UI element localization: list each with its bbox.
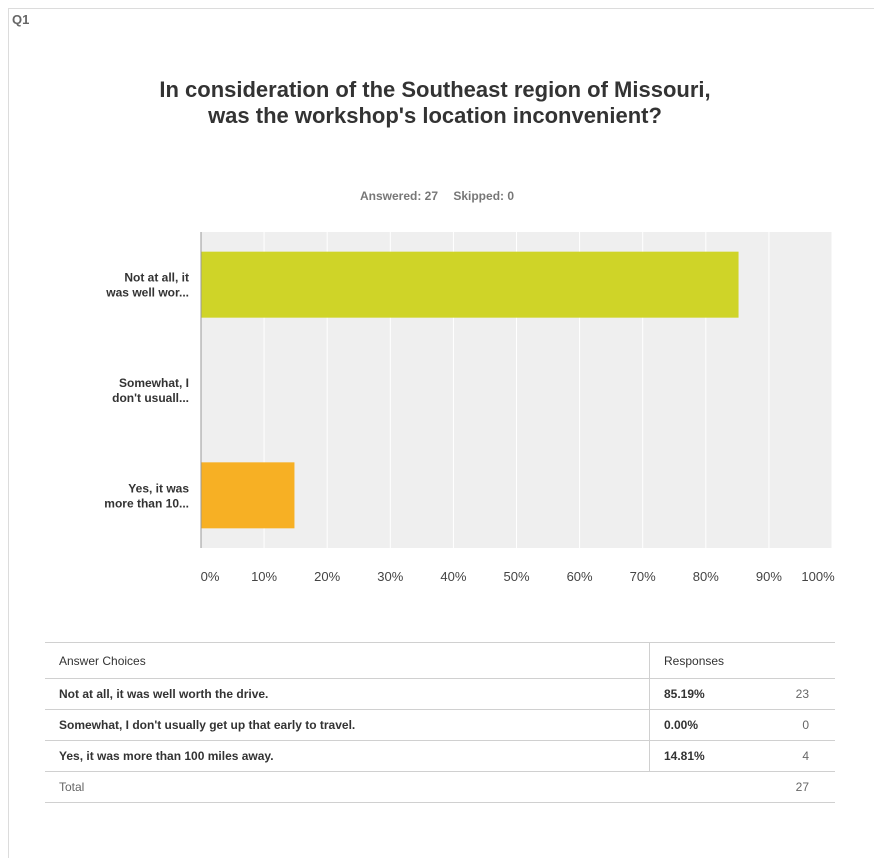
x-tick-label: 90% xyxy=(756,569,782,584)
table-total-row: Total 27 xyxy=(45,771,835,803)
bar xyxy=(201,251,739,318)
header-responses: Responses xyxy=(649,642,835,679)
x-tick-label: 70% xyxy=(630,569,656,584)
row-count: 0 xyxy=(764,709,835,741)
row-answer: Somewhat, I don't usually get up that ea… xyxy=(45,709,650,741)
category-label: was well wor... xyxy=(105,286,189,300)
table-row: Not at all, it was well worth the drive.… xyxy=(45,678,835,710)
table-row: Yes, it was more than 100 miles away. 14… xyxy=(45,740,835,772)
total-count: 27 xyxy=(764,771,835,803)
header-answer-choices: Answer Choices xyxy=(45,642,650,679)
row-count: 4 xyxy=(764,740,835,772)
question-number: Q1 xyxy=(12,12,30,27)
x-tick-label: 60% xyxy=(567,569,593,584)
row-count: 23 xyxy=(764,678,835,710)
row-answer: Yes, it was more than 100 miles away. xyxy=(45,740,650,772)
row-percent: 14.81% xyxy=(649,740,764,772)
category-label: Yes, it was xyxy=(128,481,189,495)
response-stats: Answered: 27 Skipped: 0 xyxy=(0,189,874,203)
x-tick-label: 0% xyxy=(201,569,220,584)
bar xyxy=(201,462,295,529)
table-header-row: Answer Choices Responses xyxy=(45,642,835,679)
row-percent: 85.19% xyxy=(649,678,764,710)
responses-table: Answer Choices Responses Not at all, it … xyxy=(45,642,835,803)
skipped-count: Skipped: 0 xyxy=(453,189,515,203)
x-tick-label: 80% xyxy=(693,569,719,584)
x-tick-label: 10% xyxy=(251,569,277,584)
x-tick-label: 30% xyxy=(377,569,403,584)
category-label: don't usuall... xyxy=(112,391,189,405)
table-row: Somewhat, I don't usually get up that ea… xyxy=(45,709,835,741)
total-label: Total xyxy=(45,771,650,803)
total-spacer xyxy=(649,771,764,803)
x-tick-label: 100% xyxy=(801,569,835,584)
category-label: Somewhat, I xyxy=(119,376,189,390)
row-answer: Not at all, it was well worth the drive. xyxy=(45,678,650,710)
x-tick-label: 40% xyxy=(440,569,466,584)
x-tick-label: 50% xyxy=(503,569,529,584)
answered-count: Answered: 27 xyxy=(359,189,438,203)
x-tick-label: 20% xyxy=(314,569,340,584)
category-label: Not at all, it xyxy=(124,271,189,285)
category-label: more than 10... xyxy=(104,496,189,510)
question-title: In consideration of the Southeast region… xyxy=(159,77,711,128)
row-percent: 0.00% xyxy=(649,709,764,741)
